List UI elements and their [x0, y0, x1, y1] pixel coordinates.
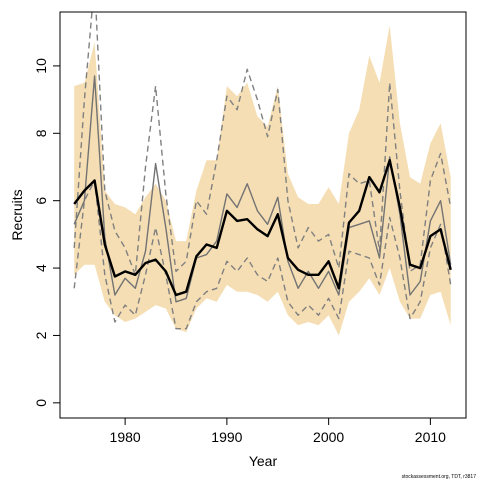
- main-series-line: [73, 158, 452, 297]
- plot-area: [73, 12, 452, 336]
- plot-frame: [59, 11, 467, 419]
- y-tick-label: 10: [33, 58, 49, 74]
- x-tick-label: 2010: [415, 429, 446, 445]
- x-axis: 1980 1990 2000 2010: [110, 418, 446, 445]
- x-tick-label: 1990: [211, 429, 242, 445]
- y-tick-label: 6: [33, 197, 49, 205]
- y-tick-label: 4: [33, 264, 49, 272]
- dashed-series-line-1: [73, 179, 452, 330]
- y-tick-label: 8: [33, 129, 49, 137]
- x-tick-label: 2000: [313, 429, 344, 445]
- credit-text: stockassessment.org, TDT, r3817: [402, 474, 477, 480]
- y-axis-title: Recruits: [9, 189, 25, 240]
- y-axis: 0 2 4 6 8 10: [33, 58, 60, 407]
- confidence-band: [74, 25, 451, 336]
- dashed-series-line-2: [73, 12, 452, 276]
- x-tick-label: 1980: [110, 429, 141, 445]
- grey-series-line: [73, 75, 452, 303]
- x-axis-title: Year: [249, 453, 278, 469]
- y-tick-label: 2: [33, 331, 49, 339]
- y-tick-label: 0: [33, 399, 49, 407]
